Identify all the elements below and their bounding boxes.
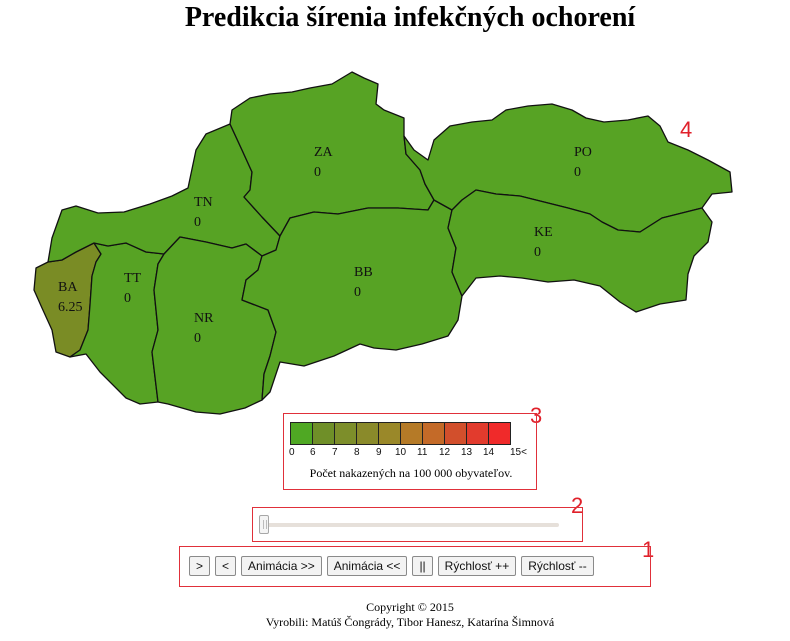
legend-ticks: 0 6 7 8 9 10 11 12 13 14 15< (284, 447, 538, 459)
annotation-4: 4 (680, 117, 692, 142)
legend-swatch (466, 422, 489, 445)
legend-swatch (312, 422, 335, 445)
legend-tick: 0 (289, 447, 295, 458)
legend-swatch (488, 422, 511, 445)
legend-swatches (290, 422, 511, 445)
animate-backward-button[interactable]: Animácia << (326, 556, 408, 576)
legend-tick: 7 (332, 447, 338, 458)
region-value-nr: 0 (194, 331, 201, 346)
next-step-button[interactable]: > (189, 556, 211, 576)
region-label-bb: BB (354, 265, 373, 280)
footer-authors: Vyrobili: Matúš Čongrády, Tibor Hanesz, … (265, 615, 555, 629)
annotation-1: 1 (642, 537, 654, 562)
region-ke[interactable] (447, 189, 713, 313)
legend-swatch (290, 422, 313, 445)
region-bb[interactable] (241, 199, 463, 401)
controls-panel: > < Animácia >> Animácia << || Rýchlosť … (179, 546, 651, 587)
region-value-tn: 0 (194, 215, 201, 230)
legend-swatch (356, 422, 379, 445)
legend-swatch (444, 422, 467, 445)
region-label-ba: BA (58, 280, 78, 295)
region-value-ke: 0 (534, 245, 541, 260)
legend-caption: Počet nakazených na 100 000 obyvateľov. (309, 466, 513, 480)
legend-swatch (422, 422, 445, 445)
animate-forward-button[interactable]: Animácia >> (241, 556, 322, 576)
region-label-tn: TN (194, 195, 213, 210)
legend-tick: 14 (483, 447, 495, 458)
region-value-za: 0 (314, 165, 321, 180)
region-label-nr: NR (194, 311, 214, 326)
time-slider-handle[interactable] (259, 515, 269, 534)
region-value-po: 0 (574, 165, 581, 180)
annotation-2: 2 (571, 493, 583, 518)
legend-tick: 13 (461, 447, 473, 458)
region-value-ba: 6.25 (58, 300, 83, 315)
legend-tick: 9 (376, 447, 382, 458)
region-label-za: ZA (314, 145, 334, 160)
legend-panel: 0 6 7 8 9 10 11 12 13 14 15< Počet nakaz… (283, 413, 537, 490)
legend-tick: 8 (354, 447, 360, 458)
legend-tick: 11 (417, 447, 428, 458)
speed-down-button[interactable]: Rýchlosť -- (521, 556, 594, 576)
region-value-tt: 0 (124, 291, 131, 306)
legend-tick: 12 (439, 447, 451, 458)
time-slider-panel (252, 507, 583, 542)
time-slider-track[interactable] (261, 523, 559, 527)
legend-tick: 15< (510, 447, 527, 458)
speed-up-button[interactable]: Rýchlosť ++ (437, 556, 517, 576)
previous-step-button[interactable]: < (215, 556, 237, 576)
pause-button[interactable]: || (412, 556, 433, 576)
legend-swatch (378, 422, 401, 445)
region-label-ke: KE (534, 225, 553, 240)
controls-row: > < Animácia >> Animácia << || Rýchlosť … (189, 556, 599, 576)
legend-swatch (334, 422, 357, 445)
footer-copyright: Copyright © 2015 (366, 600, 454, 614)
page-title: Predikcia šírenia infekčných ochorení (184, 2, 636, 33)
footer: Copyright © 2015 Vyrobili: Matúš Čongrád… (0, 600, 790, 630)
region-value-bb: 0 (354, 285, 361, 300)
region-nr[interactable] (151, 236, 277, 415)
legend-swatch (400, 422, 423, 445)
region-label-po: PO (574, 145, 592, 160)
legend-tick: 6 (310, 447, 316, 458)
legend-tick: 10 (395, 447, 407, 458)
region-label-tt: TT (124, 271, 142, 286)
